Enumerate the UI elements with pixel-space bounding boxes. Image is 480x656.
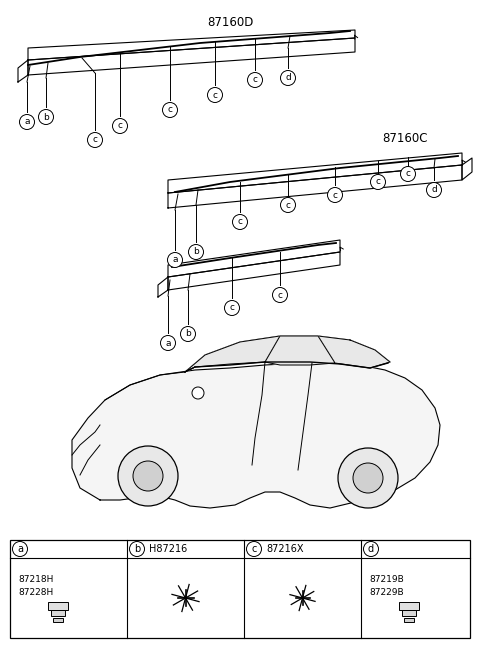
- Text: c: c: [252, 544, 257, 554]
- Polygon shape: [72, 363, 440, 508]
- Text: c: c: [213, 91, 217, 100]
- Circle shape: [232, 215, 248, 230]
- Text: b: b: [43, 112, 49, 121]
- Text: c: c: [252, 75, 257, 85]
- Text: c: c: [118, 121, 122, 131]
- Polygon shape: [265, 336, 335, 365]
- Polygon shape: [185, 336, 280, 372]
- Text: a: a: [24, 117, 30, 127]
- FancyBboxPatch shape: [402, 610, 416, 616]
- Text: a: a: [165, 338, 171, 348]
- Circle shape: [87, 133, 103, 148]
- Circle shape: [168, 253, 182, 268]
- Circle shape: [189, 245, 204, 260]
- Circle shape: [427, 182, 442, 197]
- Circle shape: [363, 541, 379, 556]
- Circle shape: [273, 287, 288, 302]
- Circle shape: [163, 102, 178, 117]
- Circle shape: [112, 119, 128, 134]
- Circle shape: [192, 387, 204, 399]
- Circle shape: [248, 73, 263, 87]
- Text: b: b: [193, 247, 199, 256]
- Circle shape: [371, 174, 385, 190]
- Circle shape: [20, 115, 35, 129]
- FancyBboxPatch shape: [404, 618, 414, 622]
- Circle shape: [118, 446, 178, 506]
- Text: 87160C: 87160C: [382, 131, 428, 144]
- FancyBboxPatch shape: [51, 610, 65, 616]
- Circle shape: [225, 300, 240, 316]
- Text: c: c: [286, 201, 290, 209]
- Text: 87218H
87228H: 87218H 87228H: [18, 575, 53, 597]
- Circle shape: [247, 541, 262, 556]
- Circle shape: [133, 461, 163, 491]
- Circle shape: [280, 197, 296, 213]
- Circle shape: [353, 463, 383, 493]
- FancyBboxPatch shape: [48, 602, 68, 610]
- Text: c: c: [168, 106, 172, 115]
- Text: c: c: [333, 190, 337, 199]
- Text: a: a: [17, 544, 23, 554]
- Circle shape: [280, 70, 296, 85]
- FancyBboxPatch shape: [399, 602, 419, 610]
- Circle shape: [338, 448, 398, 508]
- Text: c: c: [375, 178, 381, 186]
- Text: H87216: H87216: [149, 544, 187, 554]
- Text: c: c: [277, 291, 283, 300]
- Text: c: c: [238, 218, 242, 226]
- Polygon shape: [318, 336, 390, 368]
- Text: d: d: [368, 544, 374, 554]
- Bar: [10, 540, 470, 638]
- Circle shape: [130, 541, 144, 556]
- Text: c: c: [93, 136, 97, 144]
- Text: c: c: [229, 304, 235, 312]
- Text: b: b: [134, 544, 140, 554]
- Circle shape: [38, 110, 53, 125]
- Circle shape: [207, 87, 223, 102]
- Circle shape: [160, 335, 176, 350]
- Circle shape: [400, 167, 416, 182]
- Text: 87219B
87229B: 87219B 87229B: [369, 575, 404, 597]
- Circle shape: [327, 188, 343, 203]
- Circle shape: [12, 541, 27, 556]
- Text: c: c: [406, 169, 410, 178]
- Text: d: d: [431, 186, 437, 194]
- Circle shape: [180, 327, 195, 342]
- Text: 87216X: 87216X: [266, 544, 303, 554]
- Text: a: a: [172, 255, 178, 264]
- FancyBboxPatch shape: [53, 618, 63, 622]
- Text: b: b: [185, 329, 191, 338]
- Text: d: d: [285, 73, 291, 83]
- Text: 87160D: 87160D: [207, 16, 253, 28]
